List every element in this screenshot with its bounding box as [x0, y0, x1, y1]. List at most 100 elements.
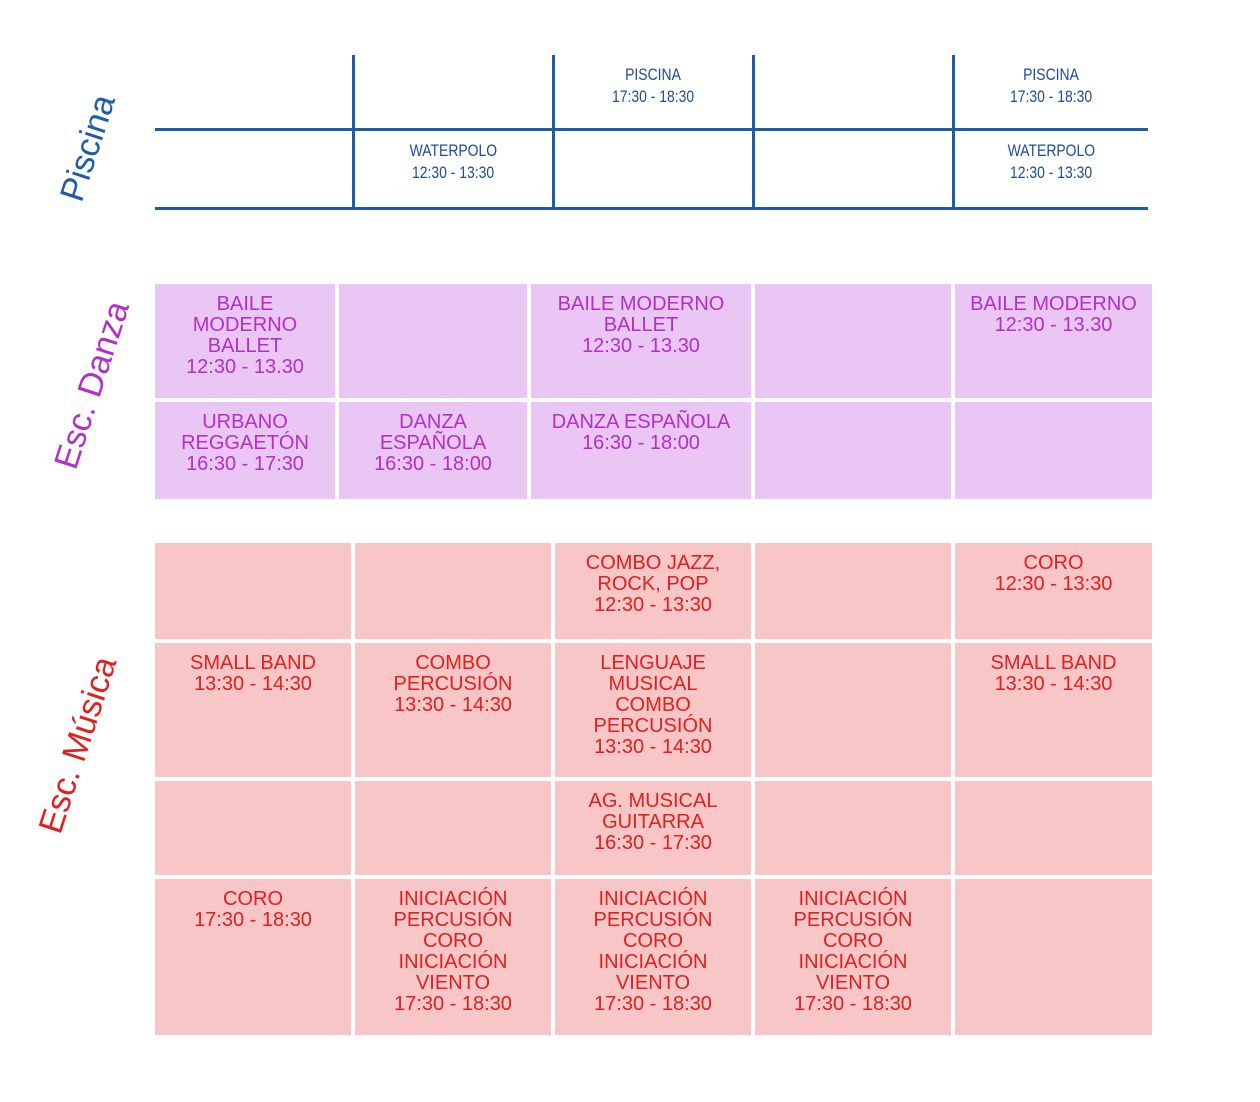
activity-text: BALLET: [603, 314, 679, 336]
musica-cell-r3-c5: [955, 781, 1152, 875]
activity-text: 16:30 - 17:30: [594, 832, 712, 854]
piscina-cell-r1-c3: PISCINA 17:30 - 18:30: [552, 55, 752, 131]
musica-cell-r1-c4: [755, 543, 951, 639]
piscina-cell-r1-c4: [752, 55, 952, 131]
activity-text: CORO: [823, 930, 883, 952]
activity-text: CORO: [1023, 552, 1084, 574]
piscina-cell-r1-c5: PISCINA 17:30 - 18:30: [952, 55, 1148, 131]
musica-cell-r3-c1: [155, 781, 351, 875]
activity-text: ESPAÑOLA: [379, 432, 487, 454]
activity-text: VIENTO: [415, 972, 491, 994]
danza-cell-r1-c4: [755, 284, 951, 398]
activity-text: CORO: [623, 930, 683, 952]
danza-cell-r2-c5: [955, 402, 1152, 499]
musica-cell-r2-c5: SMALL BAND 13:30 - 14:30: [955, 643, 1152, 777]
activity-text: GUITARRA: [602, 811, 704, 833]
musica-cell-r4-c5: [955, 879, 1152, 1035]
danza-cell-r1-c1: BAILE MODERNO BALLET 12:30 - 13.30: [155, 284, 335, 398]
danza-cell-r1-c2: [339, 284, 527, 398]
piscina-schedule-grid: PISCINA 17:30 - 18:30 PISCINA 17:30 - 18:30…: [155, 55, 1148, 210]
activity-text: 12:30 - 13:30: [412, 163, 495, 182]
piscina-cell-r1-c2: [352, 55, 552, 131]
activity-text: PISCINA: [625, 65, 682, 84]
activity-text: COMBO: [615, 694, 691, 716]
activity-text: 17:30 - 18:30: [394, 993, 512, 1015]
activity-text: 12:30 - 13:30: [994, 573, 1113, 595]
activity-text: CORO: [423, 930, 483, 952]
activity-text: 16:30 - 17:30: [186, 453, 304, 475]
activity-text: 16:30 - 18:00: [374, 453, 492, 475]
activity-text: BAILE MODERNO: [970, 293, 1137, 315]
activity-text: INICIACIÓN: [598, 888, 708, 910]
activity-text: PERCUSIÓN: [593, 715, 713, 737]
danza-cell-r2-c1: URBANO REGGAETÓN 16:30 - 17:30: [155, 402, 335, 499]
activity-text: COMBO: [415, 652, 491, 674]
activity-text: BAILE: [216, 293, 274, 315]
musica-cell-r4-c2: INICIACIÓN PERCUSIÓN CORO INICIACIÓN VIENTO 1…: [355, 879, 551, 1035]
activity-text: INICIACIÓN: [598, 951, 708, 973]
activity-text: PISCINA: [1023, 65, 1080, 84]
activity-text: MUSICAL: [608, 673, 698, 695]
activity-text: 12:30 - 13.30: [186, 356, 304, 378]
section-label-danza: Esc. Danza: [47, 296, 137, 474]
activity-text: 13:30 - 14:30: [594, 736, 712, 758]
activity-text: DANZA ESPAÑOLA: [551, 411, 731, 433]
activity-text: BAILE MODERNO: [557, 293, 725, 315]
activity-text: VIENTO: [615, 972, 691, 994]
activity-text: 13:30 - 14:30: [994, 673, 1113, 695]
section-label-musica: Esc. Música: [31, 651, 125, 839]
musica-schedule-grid: COMBO JAZZ, ROCK, POP 12:30 - 13:30 CORO 12:…: [155, 543, 1152, 1035]
activity-text: PERCUSIÓN: [393, 909, 513, 931]
musica-cell-r1-c5: CORO 12:30 - 13:30: [955, 543, 1152, 639]
piscina-cell-r2-c5: WATERPOLO 12:30 - 13:30: [952, 131, 1148, 210]
musica-cell-r3-c3: AG. MUSICAL GUITARRA 16:30 - 17:30: [555, 781, 751, 875]
activity-text: 13:30 - 14:30: [394, 694, 512, 716]
activity-text: SMALL BAND: [190, 652, 316, 674]
musica-cell-r4-c1: CORO 17:30 - 18:30: [155, 879, 351, 1035]
activity-text: CORO: [223, 888, 283, 910]
piscina-cell-r2-c3: [552, 131, 752, 210]
musica-cell-r1-c2: [355, 543, 551, 639]
activity-text: AG. MUSICAL: [588, 790, 718, 812]
musica-cell-r2-c4: [755, 643, 951, 777]
activity-text: PERCUSIÓN: [793, 909, 913, 931]
musica-cell-r3-c4: [755, 781, 951, 875]
activity-text: DANZA: [399, 411, 467, 433]
musica-cell-r2-c3: LENGUAJE MUSICAL COMBO PERCUSIÓN 13:30 - 14:…: [555, 643, 751, 777]
activity-text: WATERPOLO: [1007, 141, 1096, 160]
section-label-piscina: Piscina: [52, 90, 124, 206]
piscina-cell-r2-c4: [752, 131, 952, 210]
activity-text: LENGUAJE: [600, 652, 706, 674]
activity-text: ROCK, POP: [597, 573, 709, 595]
activity-text: 17:30 - 18:30: [612, 87, 695, 106]
activity-text: WATERPOLO: [409, 141, 498, 160]
activity-text: BALLET: [207, 335, 283, 357]
activity-text: 12:30 - 13.30: [582, 335, 700, 357]
activity-text: SMALL BAND: [990, 652, 1117, 674]
activity-text: INICIACIÓN: [398, 951, 508, 973]
piscina-cell-r1-c1: [155, 55, 352, 131]
activity-text: 17:30 - 18:30: [794, 993, 912, 1015]
musica-cell-r1-c3: COMBO JAZZ, ROCK, POP 12:30 - 13:30: [555, 543, 751, 639]
danza-cell-r2-c3: DANZA ESPAÑOLA 16:30 - 18:00: [531, 402, 751, 499]
danza-cell-r2-c4: [755, 402, 951, 499]
danza-cell-r1-c3: BAILE MODERNO BALLET 12:30 - 13.30: [531, 284, 751, 398]
musica-cell-r2-c1: SMALL BAND 13:30 - 14:30: [155, 643, 351, 777]
danza-cell-r1-c5: BAILE MODERNO 12:30 - 13.30: [955, 284, 1152, 398]
activity-text: REGGAETÓN: [181, 432, 309, 454]
musica-cell-r3-c2: [355, 781, 551, 875]
activity-text: PERCUSIÓN: [393, 673, 513, 695]
activity-text: URBANO: [202, 411, 288, 433]
activity-text: VIENTO: [815, 972, 891, 994]
activity-text: 17:30 - 18:30: [194, 909, 312, 931]
musica-cell-r4-c4: INICIACIÓN PERCUSIÓN CORO INICIACIÓN VIENTO 1…: [755, 879, 951, 1035]
activity-text: 17:30 - 18:30: [1010, 87, 1093, 106]
activity-text: INICIACIÓN: [798, 888, 908, 910]
activity-text: PERCUSIÓN: [593, 909, 713, 931]
piscina-cell-r2-c1: [155, 131, 352, 210]
activity-text: MODERNO: [192, 314, 298, 336]
activity-text: 17:30 - 18:30: [594, 993, 712, 1015]
danza-cell-r2-c2: DANZA ESPAÑOLA 16:30 - 18:00: [339, 402, 527, 499]
musica-cell-r1-c1: [155, 543, 351, 639]
activity-text: 16:30 - 18:00: [582, 432, 700, 454]
